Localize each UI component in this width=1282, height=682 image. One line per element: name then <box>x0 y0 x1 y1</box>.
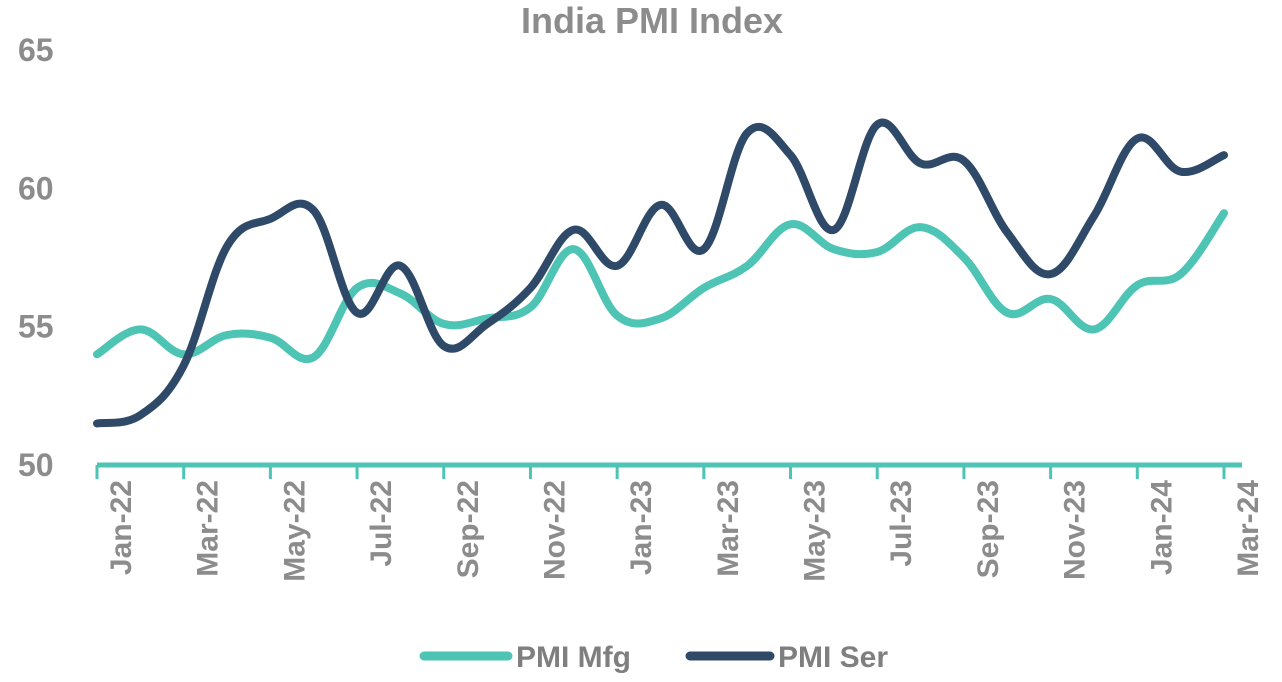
series-lines <box>93 118 1228 428</box>
legend-label: PMI Mfg <box>516 641 631 674</box>
x-tick-label: Jan-22 <box>105 480 138 575</box>
y-tick-label: 65 <box>18 32 54 68</box>
chart-title: India PMI Index <box>521 0 783 41</box>
x-tick-label: Nov-22 <box>539 480 572 580</box>
series-line-pmi-mfg <box>93 209 1228 363</box>
x-axis-ticks: Jan-22 Mar-22 May-22 Jul-22 Sep-22 Nov-22 Jan-… <box>95 465 1265 582</box>
y-axis-ticks: 50 55 60 65 <box>18 32 54 483</box>
x-tick-label: Jul-22 <box>365 480 398 567</box>
x-tick-label: May-23 <box>799 480 832 582</box>
x-tick-label: Nov-23 <box>1059 480 1092 580</box>
x-tick-label: Mar-23 <box>712 480 745 577</box>
y-tick-label: 55 <box>18 309 54 345</box>
x-tick-label: Sep-22 <box>452 480 485 578</box>
y-tick-label: 60 <box>18 170 54 206</box>
x-tick-label: Jan-23 <box>625 480 658 575</box>
x-tick-label: Sep-23 <box>972 480 1005 578</box>
series-line-pmi-ser <box>93 118 1228 428</box>
x-tick-label: Mar-24 <box>1232 480 1265 577</box>
legend: PMI Mfg PMI Ser <box>419 641 888 674</box>
x-tick-label: May-22 <box>278 480 311 582</box>
x-tick-label: Mar-22 <box>192 480 225 577</box>
x-tick-label: Jul-23 <box>885 480 918 567</box>
y-tick-label: 50 <box>18 447 54 483</box>
x-tick-label: Jan-24 <box>1145 480 1178 575</box>
legend-label: PMI Ser <box>778 641 888 674</box>
